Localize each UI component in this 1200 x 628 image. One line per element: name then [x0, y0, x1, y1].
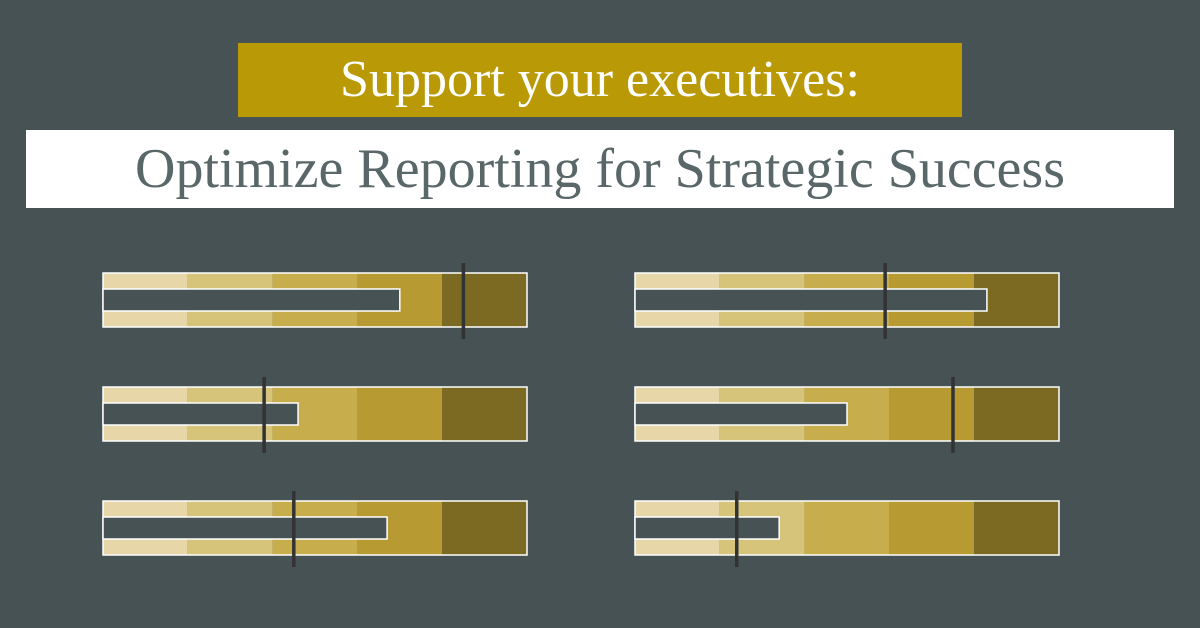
- bullet-chart-2: [634, 263, 1060, 339]
- range-band: [974, 273, 1059, 327]
- range-band: [442, 387, 527, 441]
- bullet-chart-4: [634, 377, 1060, 453]
- range-band: [974, 501, 1059, 555]
- range-band: [889, 501, 975, 555]
- performance-bar: [634, 402, 848, 426]
- performance-bar: [634, 288, 988, 312]
- bullet-chart-1: [102, 263, 528, 339]
- headline: Support your executives:: [238, 43, 962, 117]
- bullet-chart-3: [102, 377, 528, 453]
- performance-bar: [102, 516, 388, 540]
- performance-bar: [102, 288, 401, 312]
- bullet-chart-5: [102, 491, 528, 567]
- range-band: [804, 501, 890, 555]
- subheadline: Optimize Reporting for Strategic Success: [26, 130, 1174, 208]
- bullet-chart-6: [634, 491, 1060, 567]
- range-band: [974, 387, 1059, 441]
- range-band: [442, 273, 527, 327]
- range-band: [889, 387, 975, 441]
- range-band: [442, 501, 527, 555]
- range-band: [357, 387, 443, 441]
- performance-bar: [102, 402, 299, 426]
- performance-bar: [634, 516, 780, 540]
